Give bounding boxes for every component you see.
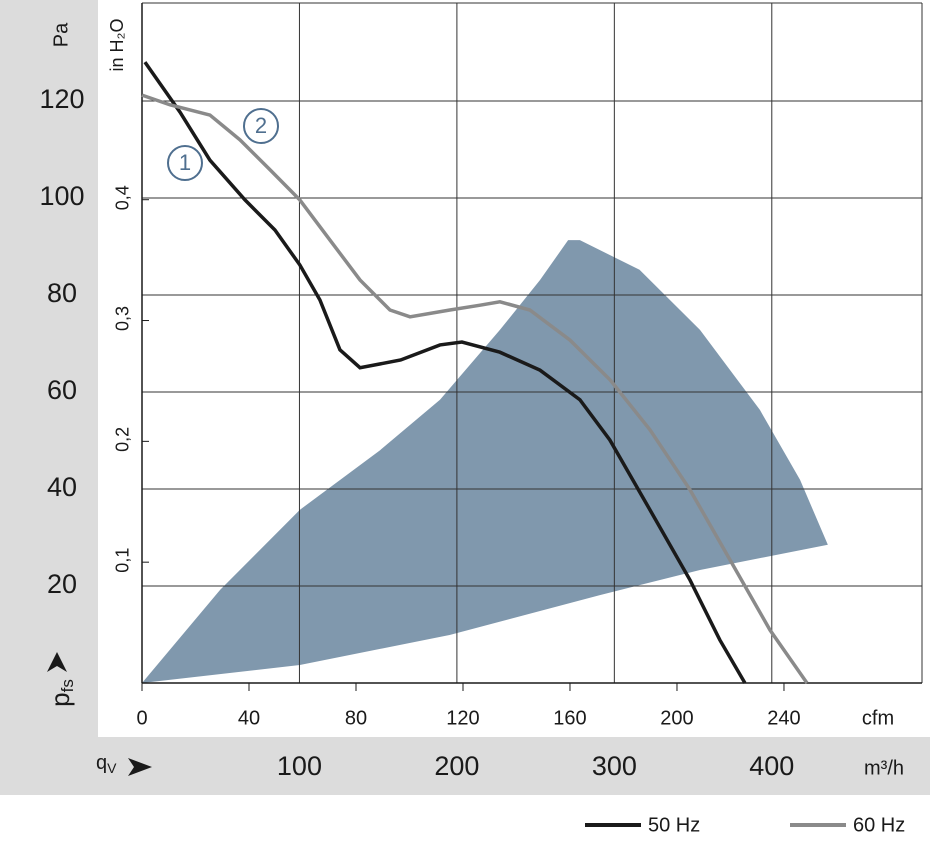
x-tick-label: 240 — [767, 707, 800, 729]
y-tick-label: 20 — [47, 569, 77, 599]
x2-symbol-main: q — [96, 752, 107, 774]
y2-tick-label: 0,2 — [113, 427, 133, 452]
curve-marker — [243, 108, 279, 144]
curve-marker-label: 1 — [179, 150, 191, 175]
y-label-main: p — [45, 692, 75, 706]
y-tick-label: 120 — [39, 84, 84, 114]
x2-tick-label: 200 — [434, 751, 479, 781]
x2-tick-label: 100 — [277, 751, 322, 781]
x2-symbol: qV — [96, 752, 117, 775]
legend-label: 50 Hz — [648, 814, 700, 836]
y2-tick-label: 0,3 — [113, 306, 133, 331]
y-tick-label: 100 — [39, 181, 84, 211]
x-label: cfm — [862, 707, 894, 729]
x-tick-label: 200 — [660, 707, 693, 729]
y2-label: in H₂O — [107, 19, 127, 72]
y-tick-label: 60 — [47, 375, 77, 405]
y-tick-label: 80 — [47, 278, 77, 308]
x-tick-label: 80 — [345, 707, 367, 729]
plot-area: 12 — [141, 2, 923, 691]
series-line — [141, 93, 809, 685]
x2-arrow — [128, 758, 152, 776]
y2-tick-label: 0,4 — [113, 185, 133, 210]
curve-marker-label: 2 — [255, 113, 267, 138]
x-tick-label: 120 — [446, 707, 479, 729]
y2-tick-label: 0,1 — [113, 548, 133, 573]
bottom-band — [0, 737, 930, 795]
y-tick-label: 40 — [47, 472, 77, 502]
y-unit: Pa — [50, 22, 72, 47]
series-line — [143, 61, 747, 684]
legend-label: 60 Hz — [853, 814, 905, 836]
legend: 50 Hz 60 Hz — [585, 814, 905, 836]
operating-area — [142, 240, 828, 683]
x2-tick-label: 400 — [749, 751, 794, 781]
x-tick-label: 160 — [553, 707, 586, 729]
x-tick-label: 0 — [136, 707, 147, 729]
y-arrow — [47, 652, 67, 672]
left-band — [0, 0, 98, 795]
y-label: pfs — [45, 679, 78, 707]
x2-label: m³/h — [864, 757, 904, 779]
y-label-sub: fs — [58, 679, 77, 692]
x-tick-label: 40 — [238, 707, 260, 729]
x2-tick-label: 300 — [592, 751, 637, 781]
x2-symbol-sub: V — [107, 760, 117, 776]
curve-marker — [167, 145, 203, 181]
